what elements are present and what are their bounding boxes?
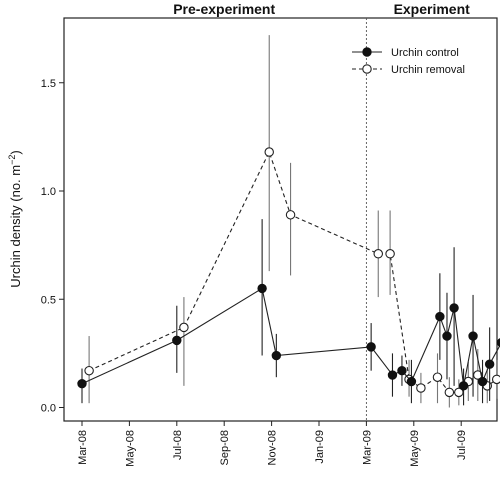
series-urchin-removal [84,35,500,408]
data-point [397,365,407,376]
x-tick-label: Jul-09 [456,430,468,460]
x-tick-label: May-09 [409,430,421,467]
series-line [88,150,500,393]
period-labels: Pre-experimentExperimentRecovery [173,1,471,17]
data-point [432,372,443,382]
x-tick-label: Mar-08 [77,430,89,465]
data-point [387,370,398,380]
legend-label: Urchin removal [391,64,465,76]
legend: Urchin control Urchin removal [352,47,465,76]
data-point [366,342,376,352]
data-point [449,303,459,313]
period-label: Experiment [394,1,471,17]
data-point [458,381,469,391]
data-point [416,383,426,393]
period-dividers [365,18,367,421]
data-point [285,210,296,220]
data-point [77,378,87,389]
data-point [264,147,274,157]
data-point [442,331,452,341]
data-point [444,387,455,398]
plot-frame [63,17,498,422]
data-point [179,322,189,333]
legend-marker [362,64,372,74]
y-axis-label: Urchin density (no. m−2) [7,150,23,287]
data-point [172,335,182,346]
data-point [257,283,267,294]
data-point [477,376,488,387]
period-label: Pre-experiment [173,1,275,17]
data-point [406,376,417,387]
x-tick-label: Jul-08 [172,430,184,460]
x-tick-label: May-08 [124,430,136,467]
x-axis: Mar-08 May-08 Jul-08 Sep-08 Nov-08 Jan-09 Mar-… [77,421,468,467]
series-layer [77,35,500,408]
data-point [496,338,500,348]
x-tick-label: Sep-08 [219,430,231,465]
y-tick-label: 1.0 [41,186,56,198]
y-tick-label: 1.5 [41,78,56,90]
series-urchin-control [77,219,500,406]
data-point [484,359,495,369]
x-tick-label: Jan-09 [314,430,326,464]
x-tick-label: Nov-08 [267,430,279,465]
legend-marker [362,47,372,57]
data-point [271,350,282,361]
data-point [373,249,383,259]
series-line [81,287,500,387]
data-point [468,331,478,341]
y-tick-label: 0.5 [41,294,56,306]
y-tick-label: 0.0 [41,403,56,415]
data-point [84,365,94,376]
legend-label: Urchin control [391,47,459,59]
data-point [492,374,500,385]
data-point [385,249,395,259]
y-axis: 0.0 0.5 1.0 1.5 [41,78,64,415]
x-tick-label: Mar-09 [361,430,373,465]
data-point [435,311,445,322]
